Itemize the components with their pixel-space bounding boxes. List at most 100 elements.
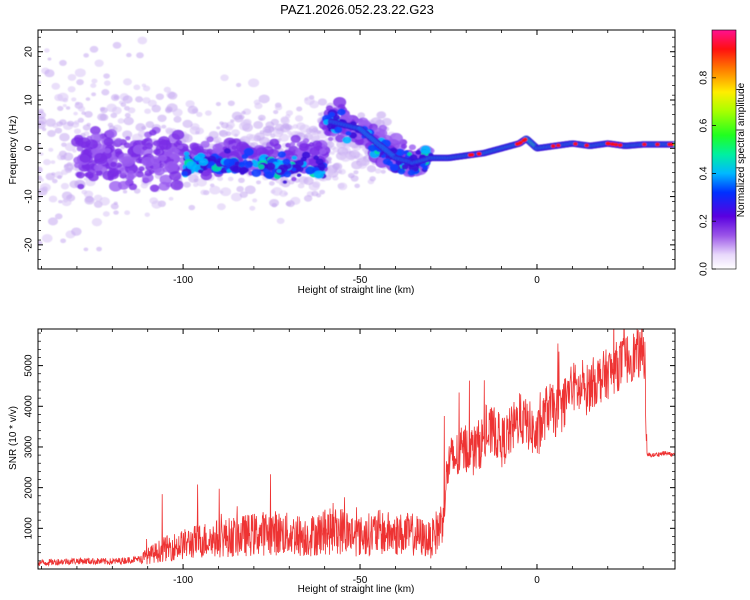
spectral-blob xyxy=(89,126,101,135)
spectral-blob xyxy=(253,120,264,129)
spectral-blob xyxy=(294,115,304,122)
spectral-blob xyxy=(208,161,215,166)
spectral-blob xyxy=(116,170,122,175)
spectral-blob xyxy=(254,102,263,110)
spectral-blob xyxy=(273,143,282,150)
spectral-blob xyxy=(268,126,275,132)
spectral-blob xyxy=(170,179,184,191)
spectral-blob xyxy=(217,176,224,182)
spectral-blob xyxy=(227,100,235,107)
spectral-blob xyxy=(328,111,336,118)
spectral-blob xyxy=(51,178,58,184)
spectral-blob xyxy=(290,134,301,143)
spectral-blob xyxy=(59,59,67,67)
spectral-blob xyxy=(268,181,275,186)
spectral-blob xyxy=(239,166,248,173)
spectral-blob xyxy=(522,137,528,142)
spectral-blob xyxy=(289,141,296,147)
spectral-blob xyxy=(269,198,280,207)
spectral-blob xyxy=(60,238,67,244)
spectral-blob xyxy=(315,193,322,198)
spectral-blob xyxy=(239,171,245,175)
spectral-blob xyxy=(220,122,229,129)
spectral-blob xyxy=(186,161,197,170)
spectrogram-x-tick-label: -50 xyxy=(353,275,368,286)
spectral-blob xyxy=(71,97,77,102)
spectral-blob xyxy=(332,163,341,170)
spectral-blob xyxy=(141,125,147,130)
spectral-blob xyxy=(296,173,302,178)
spectral-blob xyxy=(200,140,210,149)
spectral-blob xyxy=(200,171,213,181)
spectral-blob xyxy=(73,111,78,116)
spectral-blob xyxy=(82,124,91,131)
spectral-blob xyxy=(308,142,315,147)
colorbar-tick-label: 0.6 xyxy=(699,118,710,132)
spectral-blob xyxy=(113,210,119,215)
spectral-blob xyxy=(342,136,352,144)
spectral-blob xyxy=(61,169,69,175)
colorbar-tick-label: 0.2 xyxy=(699,214,710,228)
spectral-blob xyxy=(189,126,201,135)
spectral-blob xyxy=(319,166,325,172)
spectral-blob xyxy=(200,189,208,195)
spectral-blob xyxy=(206,136,214,143)
spectral-blob xyxy=(145,121,155,128)
spectral-blob xyxy=(117,118,125,124)
spectral-blob xyxy=(76,146,84,152)
spectral-blob xyxy=(101,89,110,96)
spectral-blob xyxy=(135,96,143,103)
spectral-blob xyxy=(123,142,131,149)
spectral-blob xyxy=(298,143,310,152)
spectral-blob xyxy=(142,146,148,151)
spectral-blob xyxy=(141,156,155,167)
spectral-blob xyxy=(240,119,252,129)
spectral-blob xyxy=(337,108,346,116)
spectral-blob xyxy=(83,53,89,58)
snr-x-tick-label: 0 xyxy=(534,575,540,586)
spectral-blob xyxy=(122,130,133,139)
spectral-blob xyxy=(54,127,63,134)
spectral-blob xyxy=(282,180,288,184)
spectral-blob xyxy=(550,144,556,148)
spectral-blob xyxy=(573,142,578,146)
spectral-blob xyxy=(230,119,235,123)
spectral-blob xyxy=(126,52,132,58)
spectral-blob xyxy=(120,102,127,107)
spectral-blob xyxy=(218,129,229,138)
spectral-blob xyxy=(302,138,310,144)
spectral-blob xyxy=(236,186,244,193)
spectral-blob xyxy=(300,156,307,162)
spectral-blob xyxy=(44,69,55,78)
colorbar-frame xyxy=(711,29,737,270)
spectral-blob xyxy=(408,144,416,151)
spectrogram-plot-area xyxy=(38,30,675,269)
spectral-blob xyxy=(311,140,323,149)
snr-y-tick-label: 4000 xyxy=(24,395,35,418)
spectral-blob xyxy=(274,104,283,111)
spectral-blob xyxy=(135,170,144,178)
spectral-blob xyxy=(238,177,245,183)
spectral-blob xyxy=(133,188,141,194)
spectral-blob xyxy=(91,217,103,227)
spectral-blob xyxy=(97,113,107,121)
spectral-blob xyxy=(270,118,279,126)
spectral-blob xyxy=(183,151,190,157)
spectral-blob xyxy=(103,80,111,86)
spectral-blob xyxy=(84,196,95,205)
spectral-blob xyxy=(251,168,262,177)
spectral-blob xyxy=(63,198,68,203)
colorbar-tick-label: 0.0 xyxy=(699,262,710,276)
spectral-blob xyxy=(389,163,399,172)
spectral-blob xyxy=(48,195,58,203)
spectral-blob xyxy=(296,166,304,173)
spectral-blob xyxy=(169,153,177,160)
spectral-blob xyxy=(642,142,647,147)
spectral-blob xyxy=(62,104,67,108)
spectral-blob xyxy=(257,164,265,170)
spectral-blob xyxy=(617,143,623,147)
spectral-blob xyxy=(183,181,191,188)
spectral-blob xyxy=(297,183,305,189)
spectrogram-frame xyxy=(37,29,676,270)
